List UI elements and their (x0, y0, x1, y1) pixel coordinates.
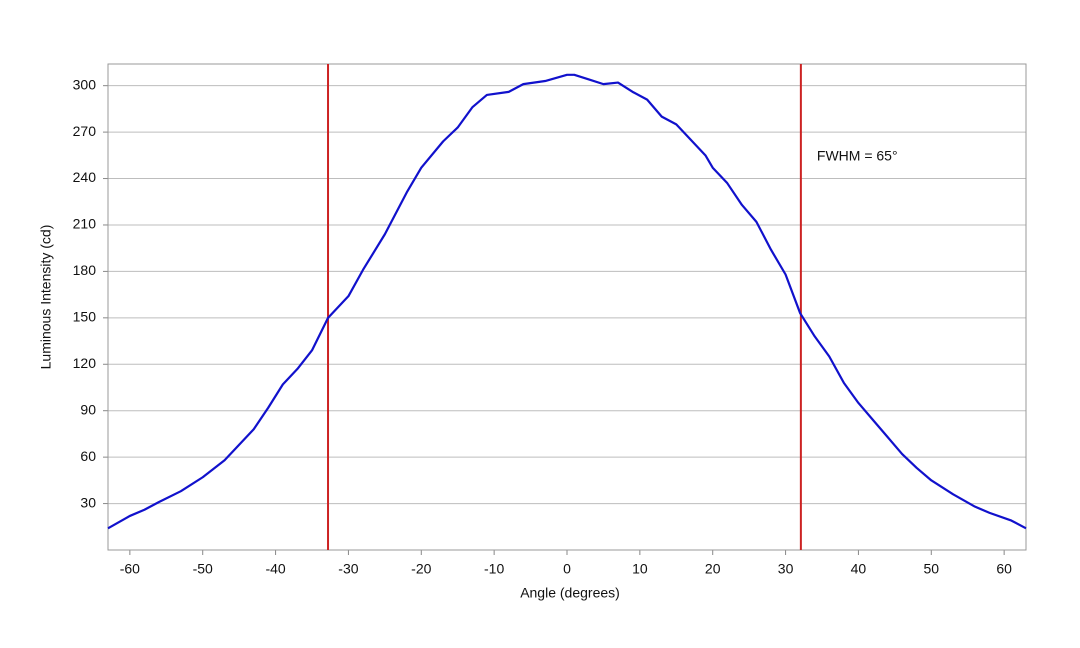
annotation: FWHM = 65° (817, 148, 898, 164)
y-tick-label: 240 (73, 169, 97, 185)
x-tick-label: -30 (338, 561, 358, 577)
data-line (107, 73, 1027, 530)
x-tick-label: 60 (996, 561, 1012, 577)
x-tick-label: 50 (923, 561, 939, 577)
y-tick-label: 150 (73, 309, 97, 325)
x-tick-label: 30 (778, 561, 794, 577)
x-axis-label: Angle (degrees) (520, 585, 620, 601)
x-tick-label: -60 (120, 561, 140, 577)
y-tick-label: 270 (73, 123, 97, 139)
y-tick-label: 90 (80, 401, 96, 417)
x-tick-label: -20 (411, 561, 431, 577)
x-tick-label: 10 (632, 561, 648, 577)
y-tick-label: 120 (73, 355, 97, 371)
x-tick-label: 0 (563, 561, 571, 577)
plot-frame (107, 63, 1027, 551)
x-tick-label: 20 (705, 561, 721, 577)
y-axis-label: Luminous Intensity (cd) (38, 225, 54, 370)
x-tick-label: 40 (851, 561, 867, 577)
y-tick-label: 60 (80, 448, 96, 464)
y-tick-label: 180 (73, 262, 97, 278)
x-tick-label: -50 (193, 561, 213, 577)
y-tick-label: 300 (73, 76, 97, 92)
x-tick-label: -40 (265, 561, 285, 577)
y-tick-label: 30 (80, 494, 96, 510)
y-tick-label: 210 (73, 216, 97, 232)
x-tick-label: -10 (484, 561, 504, 577)
